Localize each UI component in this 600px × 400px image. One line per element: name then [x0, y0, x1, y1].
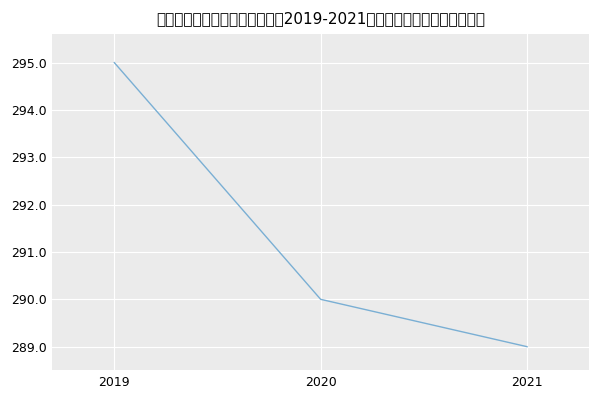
Title: 内蒙古医科大学药学院中药学（2019-2021历年复试）研究生录取分数线: 内蒙古医科大学药学院中药学（2019-2021历年复试）研究生录取分数线: [156, 11, 485, 26]
